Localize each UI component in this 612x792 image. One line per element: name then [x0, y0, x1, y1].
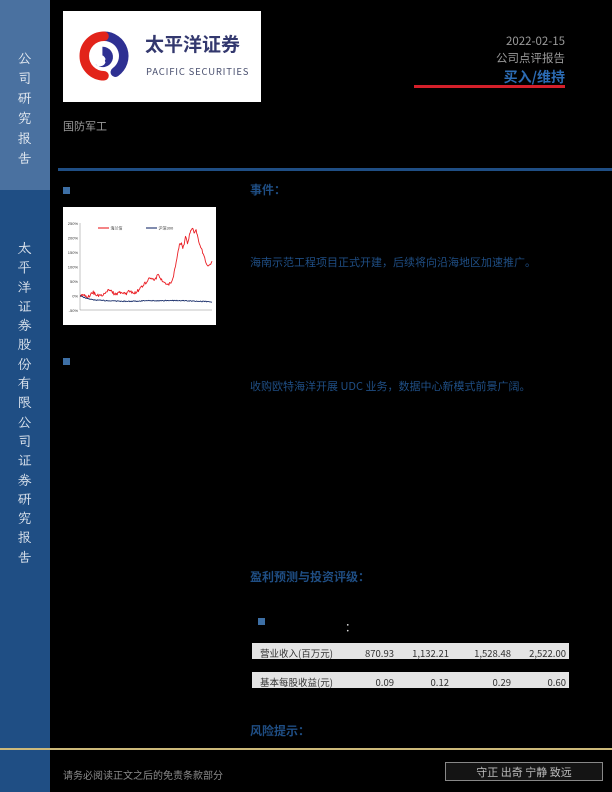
svg-text:200%: 200% — [68, 236, 79, 241]
svg-text:250%: 250% — [68, 221, 79, 226]
svg-text:0%: 0% — [72, 294, 78, 299]
svg-text:沪深300: 沪深300 — [159, 224, 174, 230]
svg-text:100%: 100% — [68, 265, 79, 270]
svg-text:-50%: -50% — [69, 308, 79, 313]
svg-text:150%: 150% — [68, 250, 79, 255]
svg-text:海兰信: 海兰信 — [111, 224, 123, 230]
svg-text:50%: 50% — [70, 279, 78, 284]
